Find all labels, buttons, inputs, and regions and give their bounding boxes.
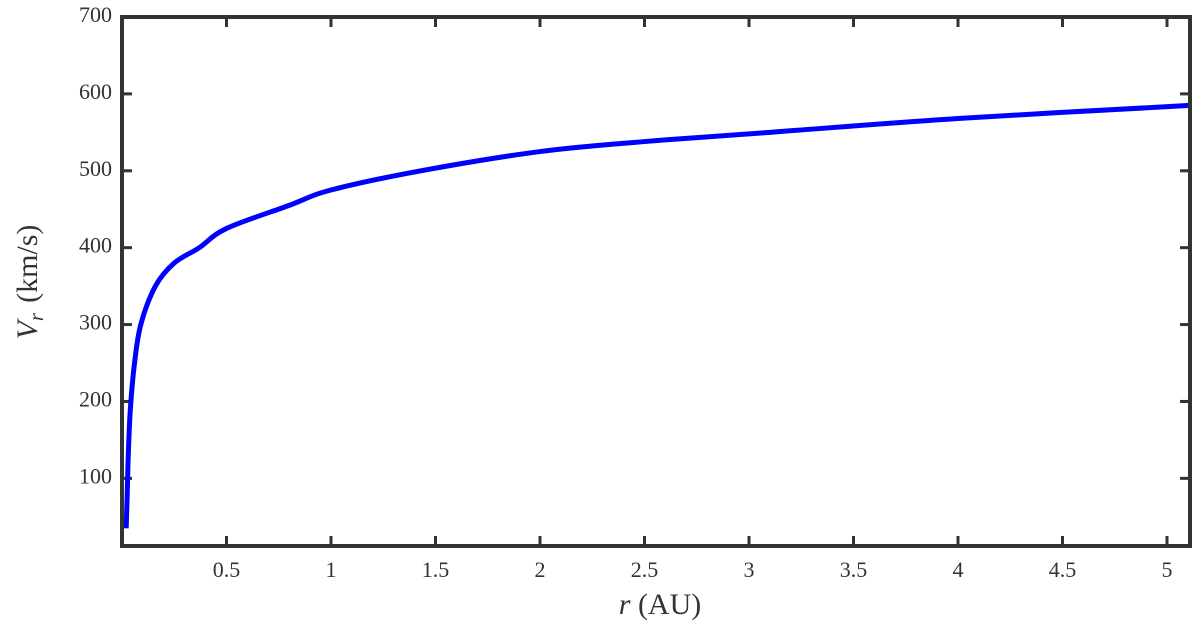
y-tick-label: 100 — [79, 463, 112, 488]
x-tick-label: 4 — [953, 557, 964, 582]
x-symbol: r — [619, 588, 631, 621]
y-tick-label: 200 — [79, 386, 112, 411]
plot-frame — [120, 15, 1192, 548]
y-tick-label: 500 — [79, 156, 112, 181]
x-tick-label: 2 — [535, 557, 546, 582]
y-tick-label: 300 — [79, 310, 112, 335]
x-tick-label: 2.5 — [631, 557, 659, 582]
y-tick-label: 700 — [79, 2, 112, 27]
data-line — [123, 102, 1191, 529]
x-tick-label: 4.5 — [1049, 557, 1077, 582]
x-tick-label: 0.5 — [213, 557, 241, 582]
x-tick-label: 5 — [1162, 557, 1173, 582]
y-tick-label: 400 — [79, 233, 112, 258]
x-unit: (AU) — [638, 588, 701, 621]
y-symbol: V — [11, 317, 44, 339]
y-axis-label: Vr (km/s) — [11, 225, 48, 340]
x-axis-label: r (AU) — [619, 588, 702, 621]
y-unit: (km/s) — [11, 225, 44, 303]
x-tick-label: 1.5 — [422, 557, 450, 582]
y-tick-label: 600 — [79, 79, 112, 104]
x-tick-label: 3.5 — [840, 557, 868, 582]
x-tick-label: 3 — [744, 557, 755, 582]
x-tick-label: 1 — [326, 557, 337, 582]
y-subscript: r — [24, 312, 48, 321]
